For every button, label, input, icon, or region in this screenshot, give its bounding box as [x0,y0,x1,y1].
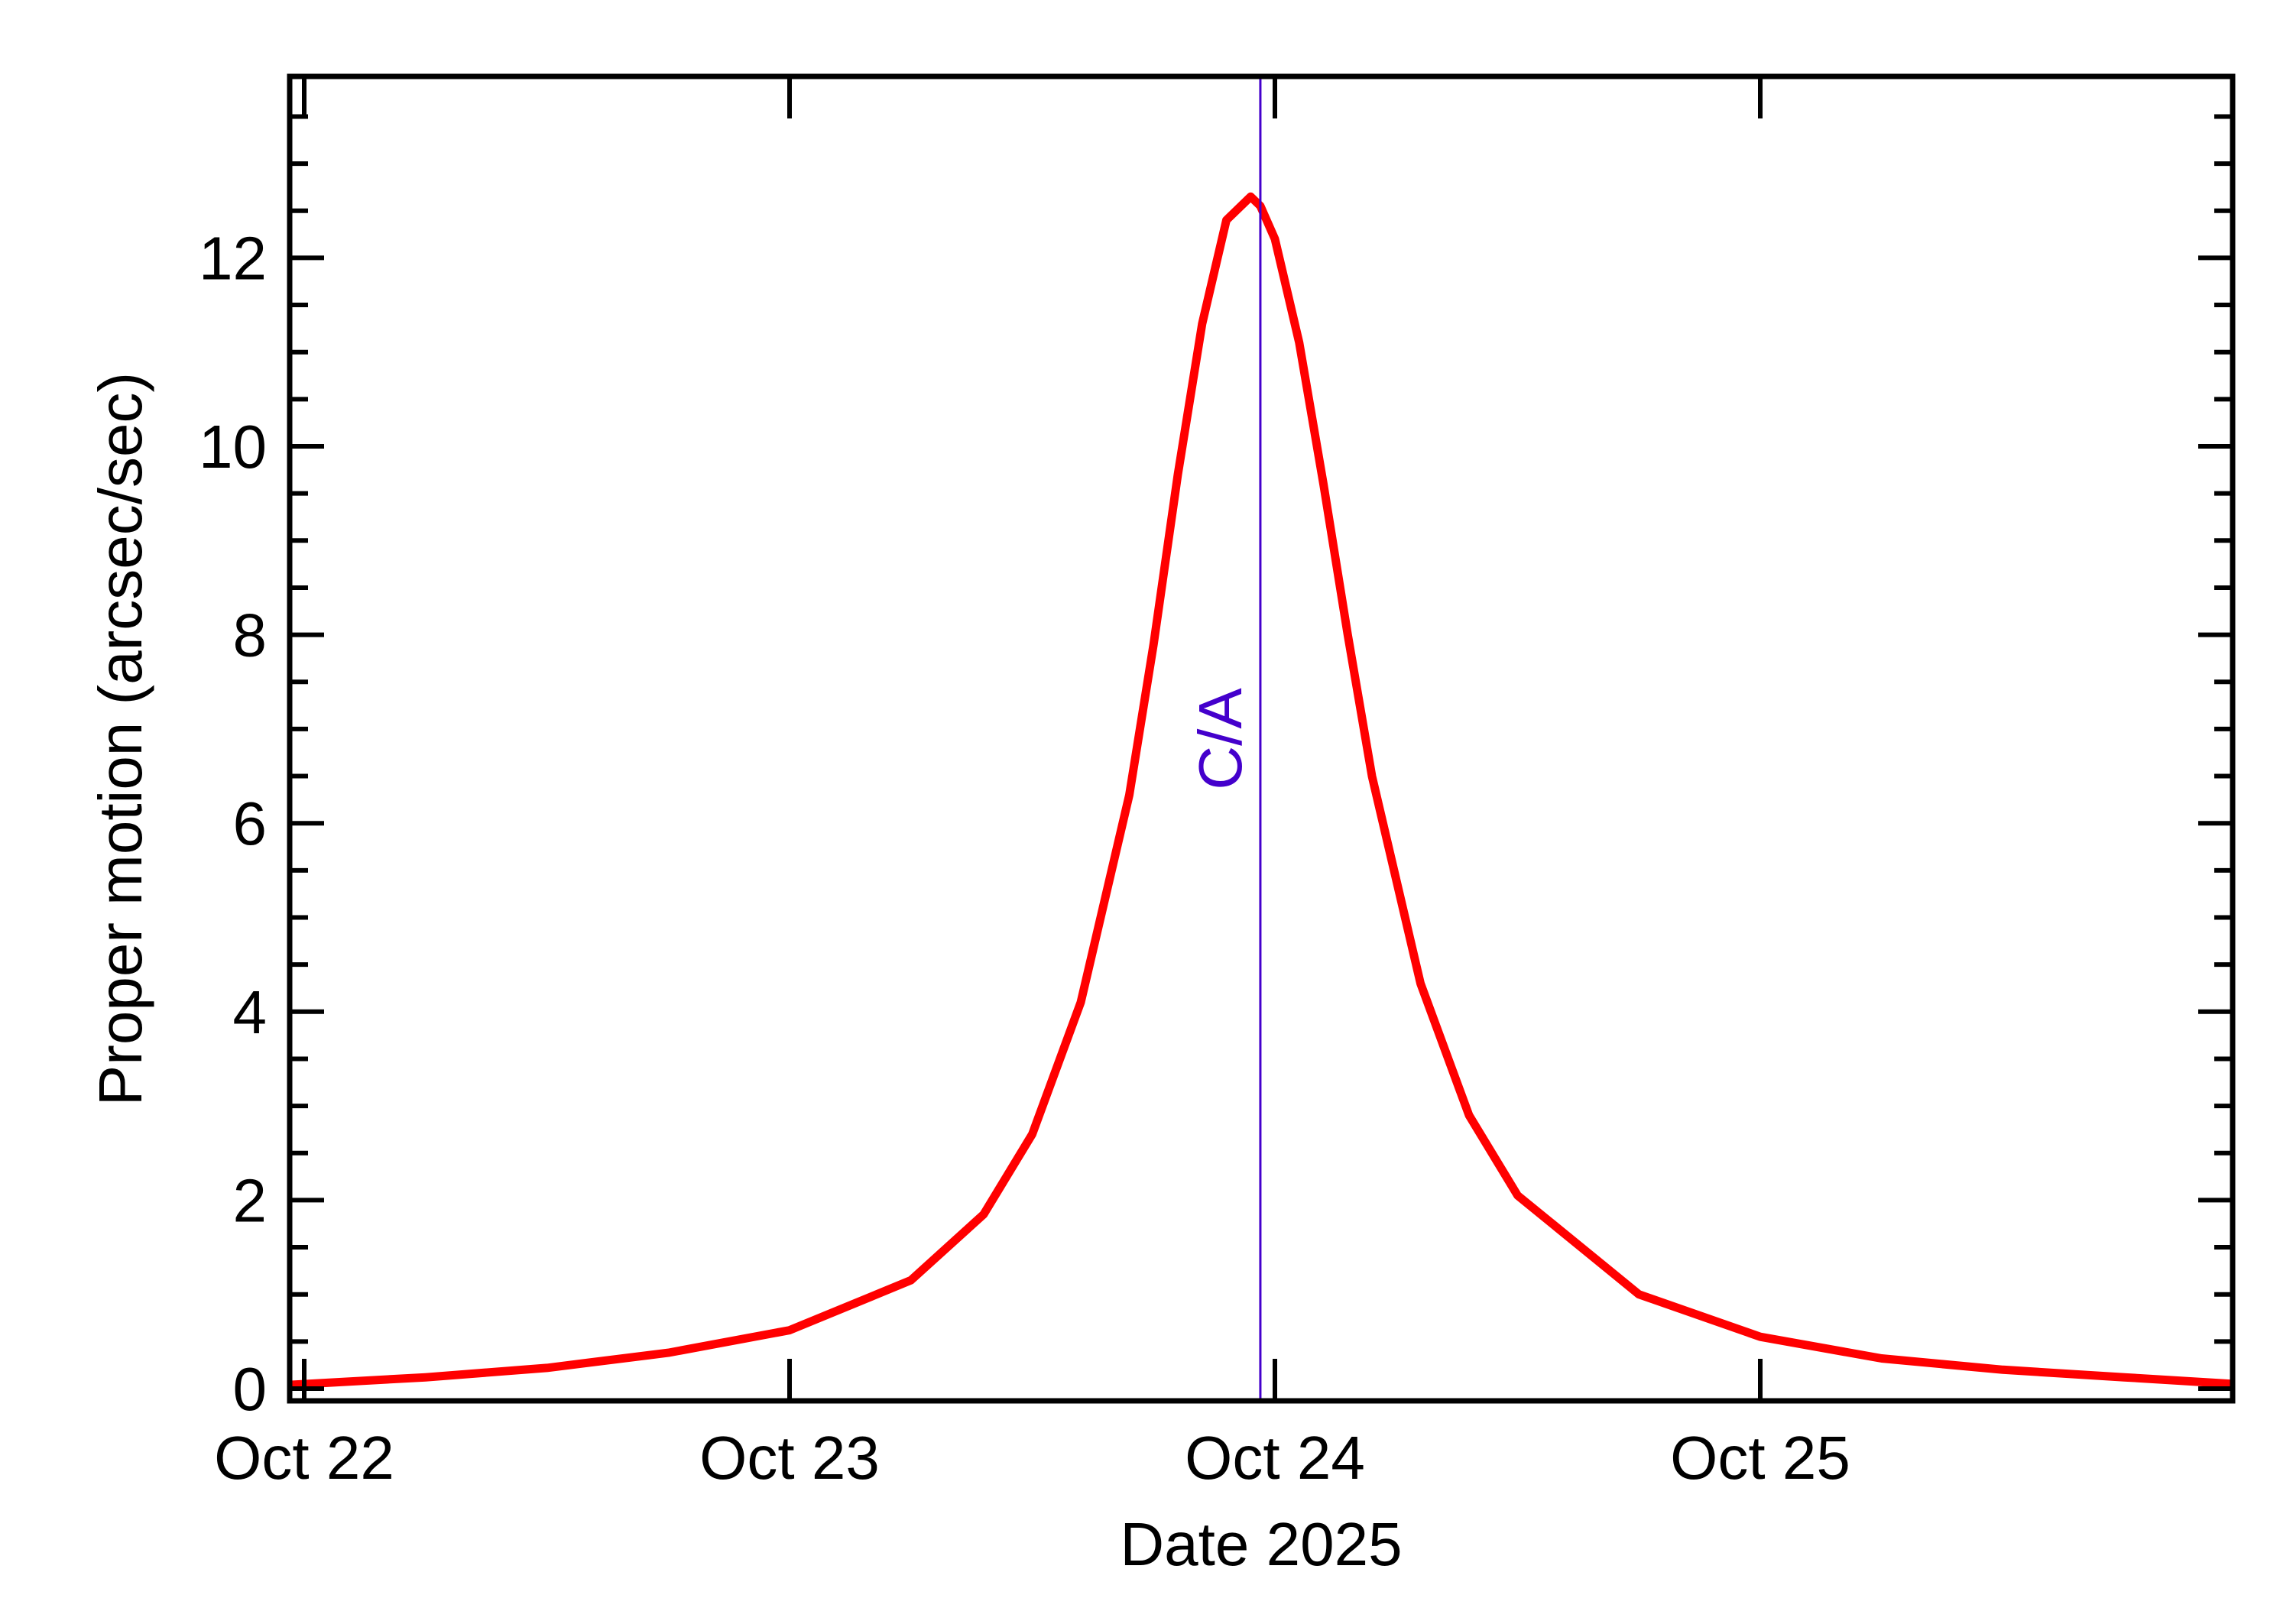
data-line [289,192,2232,1389]
y-tick-label: 0 [233,1355,268,1423]
ca-label: C/A [1186,688,1254,790]
x-tick-label: Oct 24 [1185,1424,1365,1492]
x-tick-label: Oct 23 [699,1424,880,1492]
y-tick-label: 10 [199,413,267,481]
y-tick-label: 6 [233,789,268,857]
y-tick-label: 12 [199,224,267,292]
y-tick-label: 2 [233,1166,268,1234]
x-tick-label: Oct 22 [214,1424,394,1492]
x-axis-label: Date 2025 [1120,1510,1402,1578]
plot-frame [287,73,2236,1404]
y-axis-label: Proper motion (arcsec/sec) [86,372,154,1106]
y-tick-label: 4 [233,978,268,1046]
x-tick-label: Oct 25 [1670,1424,1850,1492]
axes: 0 2 4 6 8 10 12 Oct 22 Oct 23 Oct 24 Oct 25 [199,73,2236,1492]
close-approach-marker: C/A [1186,76,1262,1401]
proper-motion-curve [289,192,2232,1389]
y-tick-label: 8 [233,601,268,669]
